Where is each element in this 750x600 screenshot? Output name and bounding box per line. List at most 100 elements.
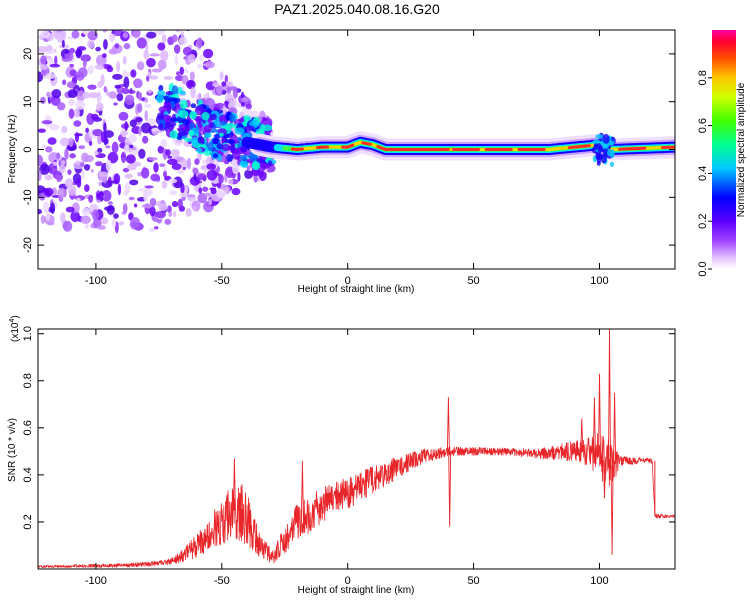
spectrogram-blob bbox=[157, 145, 165, 154]
spectrogram-blob bbox=[67, 4, 75, 14]
spectrogram-blob bbox=[82, 91, 91, 99]
spectrogram-blob bbox=[76, 90, 85, 103]
spectrogram-blob bbox=[71, 30, 80, 39]
spectrogram-blob bbox=[54, 0, 58, 4]
spectrogram-blob bbox=[231, 187, 241, 196]
spectrogram-blob bbox=[218, 173, 224, 184]
spectrogram-blob bbox=[219, 71, 224, 81]
spectrogram-blob bbox=[174, 54, 179, 66]
spectrogram-blob bbox=[122, 71, 130, 78]
spectrogram-blob bbox=[155, 8, 164, 15]
spectrogram-blob bbox=[186, 157, 192, 170]
spectrogram-blob bbox=[176, 168, 185, 175]
spectrogram-blob bbox=[65, 10, 72, 19]
snr-y-tick-label: 0.8 bbox=[22, 373, 34, 388]
spectrogram-blob bbox=[59, 164, 66, 174]
spectrogram-blob bbox=[96, 0, 105, 8]
spectrogram-blob bbox=[178, 124, 187, 132]
spectrogram-blob bbox=[132, 30, 141, 39]
snr-spike bbox=[613, 392, 617, 464]
spectrogram-blob bbox=[204, 125, 212, 133]
spectrogram-blob bbox=[62, 1, 69, 7]
spectrogram-blob bbox=[162, 114, 170, 122]
spectrogram-blob bbox=[46, 91, 50, 97]
spectrogram-blob bbox=[142, 12, 149, 23]
colorbar-label: Normalized spectral amplitude bbox=[736, 82, 747, 217]
spectrogram-ridge-peak bbox=[341, 143, 355, 149]
spectrogram-blob bbox=[120, 130, 129, 136]
spectrogram-blob bbox=[91, 113, 99, 120]
spectrogram-blob bbox=[154, 30, 165, 35]
spectrogram-blob bbox=[114, 43, 120, 49]
spectrogram-blob bbox=[100, 217, 109, 225]
spectrogram-blob bbox=[116, 93, 124, 102]
spectrogram-blob bbox=[42, 16, 47, 20]
spectrogram-blob bbox=[240, 97, 250, 102]
spectrogram-blob bbox=[179, 90, 186, 96]
spectrogram-blob bbox=[175, 30, 181, 33]
spectrogram-blob bbox=[113, 102, 118, 106]
spectrogram-blob bbox=[173, 211, 177, 218]
colorbar-tick-label: 0.4 bbox=[697, 166, 709, 181]
spectrogram-blob bbox=[202, 48, 214, 59]
spectrogram-blob bbox=[67, 8, 71, 17]
spectrogram-blob bbox=[229, 113, 236, 123]
snr-spike bbox=[448, 451, 452, 527]
spectrogram-blob bbox=[109, 8, 118, 12]
spectrogram-blob bbox=[221, 143, 231, 152]
spectrogram-blob bbox=[124, 173, 133, 179]
spectrogram-blob bbox=[118, 18, 122, 24]
spectrogram-blob bbox=[81, 2, 88, 8]
spectrogram-blob bbox=[36, 0, 42, 5]
spectrogram-blob bbox=[196, 152, 202, 161]
spectrogram-blob bbox=[83, 155, 94, 163]
spectrogram-blob bbox=[182, 46, 192, 56]
snr-y-tick-label: 1.0 bbox=[22, 326, 34, 341]
snr-x-axis-label: Height of straight line (km) bbox=[298, 585, 415, 596]
spectrogram-blob bbox=[244, 169, 254, 180]
spectrogram-x-tick-label: 50 bbox=[467, 275, 479, 287]
spectrogram-blob bbox=[239, 161, 248, 167]
spectrogram-blob bbox=[81, 207, 90, 216]
spectrogram-blob bbox=[146, 2, 150, 11]
spectrogram-blob bbox=[596, 153, 604, 160]
spectrogram-blob bbox=[161, 13, 170, 23]
spectrogram-blob bbox=[87, 84, 97, 90]
spectrogram-blob bbox=[65, 206, 75, 213]
spectrogram-blob bbox=[161, 180, 168, 189]
spectrogram-y-axis-label: Frequency (Hz) bbox=[7, 115, 18, 184]
snr-scale-label: (x104) bbox=[9, 315, 21, 342]
spectrogram-blob bbox=[173, 44, 181, 54]
spectrogram-blob bbox=[129, 179, 139, 186]
spectrogram-blob bbox=[113, 173, 121, 185]
spectrogram-blob bbox=[118, 221, 125, 226]
snr-y-tick-label: 0.6 bbox=[22, 420, 34, 435]
spectrogram-blob bbox=[44, 187, 54, 197]
spectrogram-blob bbox=[42, 201, 50, 214]
spectrogram-blob bbox=[78, 145, 86, 150]
spectrogram-blob bbox=[206, 163, 217, 170]
spectrogram-blob bbox=[100, 73, 105, 86]
spectrogram-blob bbox=[112, 73, 123, 80]
spectrogram-blob bbox=[56, 174, 61, 182]
spectrogram-blob bbox=[76, 178, 82, 188]
spectrogram-blob bbox=[139, 13, 144, 19]
snr-x-tick-label: -100 bbox=[85, 575, 107, 587]
spectrogram-blob bbox=[102, 30, 108, 33]
spectrogram-blob bbox=[224, 186, 229, 195]
spectrogram-blob bbox=[98, 171, 109, 177]
spectrogram-blob bbox=[239, 118, 245, 123]
spectrogram-blob bbox=[39, 64, 49, 70]
spectrogram-blob bbox=[212, 82, 220, 88]
spectrogram-blob bbox=[193, 173, 197, 181]
spectrogram-blob bbox=[69, 3, 74, 15]
spectrogram-blob bbox=[103, 86, 107, 93]
spectrogram-blob bbox=[87, 30, 98, 41]
spectrogram-blob bbox=[165, 91, 174, 96]
spectrogram-blob bbox=[207, 113, 217, 121]
spectrogram-blob bbox=[73, 108, 81, 118]
spectrogram-blob bbox=[226, 86, 232, 94]
spectrogram-blob bbox=[166, 158, 178, 165]
spectrogram-blob bbox=[121, 87, 130, 95]
